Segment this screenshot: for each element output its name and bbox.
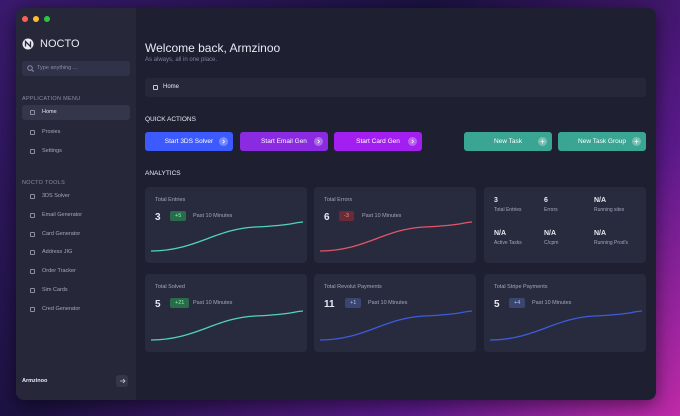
sparkline — [319, 221, 473, 252]
welcome-title: Welcome back, Armzinoo — [145, 41, 281, 55]
stats-card: 3 Total Entries 6 Errors N/A Running sites N/A… — [484, 187, 646, 263]
user-name: Armzinoo — [22, 378, 48, 384]
stat-value: N/A — [544, 230, 557, 237]
close-button[interactable] — [22, 16, 28, 22]
card-value: 11 — [324, 299, 335, 310]
search-placeholder: Type anything ... — [37, 65, 78, 71]
menu-item[interactable]: Cred Generator — [22, 302, 130, 317]
welcome-subtitle: As always, all in one place. — [145, 57, 218, 63]
card-value: 5 — [155, 299, 161, 310]
card-title: Total Stripe Payments — [494, 284, 548, 290]
card-period: Past 10 Minutes — [193, 213, 233, 219]
logo — [22, 38, 34, 50]
card-period: Past 10 Minutes — [368, 300, 408, 306]
quick-action-button[interactable]: Start Email Gen — [240, 132, 328, 151]
breadcrumb-bar: Home — [145, 78, 646, 97]
stat-label: Total Entries — [494, 207, 522, 213]
menu-section-title: NOCTO TOOLS — [22, 180, 66, 186]
card-badge: -3 — [339, 211, 354, 221]
stat-value: N/A — [594, 230, 607, 237]
stat-value: 3 — [494, 197, 498, 204]
quick-action-button[interactable]: Start 3DS Solver — [145, 132, 233, 151]
section-title: ANALYTICS — [145, 170, 181, 177]
card-badge: +5 — [170, 211, 187, 221]
card-value: 3 — [155, 212, 161, 223]
app-window: NOCTO Type anything ... Armzinoo APPLICA… — [16, 8, 656, 400]
card-badge: +21 — [170, 298, 190, 308]
analytics-card: Total Stripe Payments 5 +4 Past 10 Minutes — [484, 274, 646, 352]
breadcrumb[interactable]: Home — [163, 84, 180, 90]
menu-item[interactable]: Address JIG — [22, 245, 130, 260]
quick-action-button[interactable]: Start Card Gen — [334, 132, 422, 151]
quick-action-button[interactable]: New Task — [464, 132, 552, 151]
card-badge: +4 — [509, 298, 526, 308]
sparkline — [319, 310, 473, 341]
brand: NOCTO — [40, 38, 80, 50]
stat-value: N/A — [594, 197, 607, 204]
menu-item[interactable]: Settings — [22, 144, 130, 159]
stat-label: Running Prod's — [594, 240, 629, 246]
menu-item[interactable]: 3DS Solver — [22, 189, 130, 204]
card-title: Total Solved — [155, 284, 185, 290]
stat-label: Errors — [544, 207, 558, 213]
card-title: Total Entries — [155, 197, 186, 203]
menu-item[interactable]: Proxies — [22, 125, 130, 140]
menu-item[interactable]: Email Generator — [22, 208, 130, 223]
menu-item[interactable]: Card Generator — [22, 227, 130, 242]
sparkline — [150, 310, 304, 341]
analytics-card: Total Revolut Payments 11 +1 Past 10 Minute… — [314, 274, 476, 352]
menu-item[interactable]: Home — [22, 105, 130, 120]
card-value: 5 — [494, 299, 500, 310]
analytics-card: Total Entries 3 +5 Past 10 Minutes — [145, 187, 307, 263]
sidebar: NOCTO Type anything ... Armzinoo APPLICA… — [16, 8, 136, 400]
card-title: Total Revolut Payments — [324, 284, 382, 290]
stat-value: N/A — [494, 230, 507, 237]
menu-section-title: APPLICATION MENU — [22, 96, 81, 102]
stat-label: Active Tasks — [494, 240, 522, 246]
analytics-card: Total Errors 6 -3 Past 10 Minutes — [314, 187, 476, 263]
sparkline — [489, 310, 643, 341]
card-value: 6 — [324, 212, 330, 223]
card-period: Past 10 Minutes — [193, 300, 233, 306]
card-period: Past 10 Minutes — [362, 213, 402, 219]
minimize-button[interactable] — [33, 16, 39, 22]
section-title: QUICK ACTIONS — [145, 116, 196, 123]
stat-value: 6 — [544, 197, 548, 204]
stat-label: Running sites — [594, 207, 625, 213]
menu-item[interactable]: Sim Cards — [22, 283, 130, 298]
card-badge: +1 — [345, 298, 362, 308]
sparkline — [150, 221, 304, 252]
menu-item[interactable]: Order Tracker — [22, 264, 130, 279]
stat-label: C/cpm — [544, 240, 559, 246]
card-title: Total Errors — [324, 197, 353, 203]
quick-action-button[interactable]: New Task Group — [558, 132, 646, 151]
logout-button[interactable] — [116, 375, 128, 387]
search-box[interactable]: Type anything ... — [22, 61, 130, 76]
card-period: Past 10 Minutes — [532, 300, 572, 306]
analytics-card: Total Solved 5 +21 Past 10 Minutes — [145, 274, 307, 352]
zoom-button[interactable] — [44, 16, 50, 22]
